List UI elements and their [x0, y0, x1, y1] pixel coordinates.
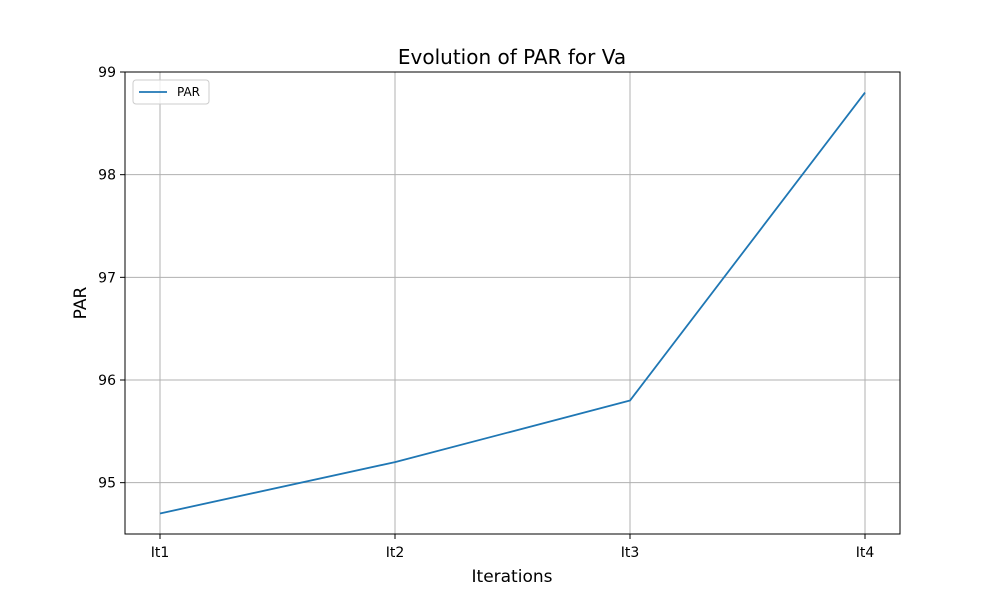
x-tick-label: It2	[386, 545, 405, 561]
axes-frame	[124, 71, 901, 535]
plot-area: It1 It2 It3 It4 95 96 97 98 99 PAR	[98, 65, 901, 561]
legend-label: PAR	[177, 85, 200, 99]
y-tick-label: 97	[98, 270, 116, 286]
y-tick-label: 98	[98, 168, 116, 184]
series-line-par	[159, 91, 866, 515]
x-axis-label: Iterations	[472, 567, 553, 587]
x-tick-label: It1	[151, 545, 170, 561]
plot-background	[125, 72, 900, 534]
y-tick-label: 99	[98, 65, 116, 81]
chart-title: Evolution of PAR for Va	[398, 45, 626, 69]
x-tick-label: It3	[621, 545, 640, 561]
legend-box	[132, 79, 210, 105]
y-tick-label: 96	[98, 373, 116, 389]
y-tick-label: 95	[98, 476, 116, 492]
x-tick-label: It4	[856, 545, 875, 561]
y-axis-label: PAR	[71, 287, 91, 320]
